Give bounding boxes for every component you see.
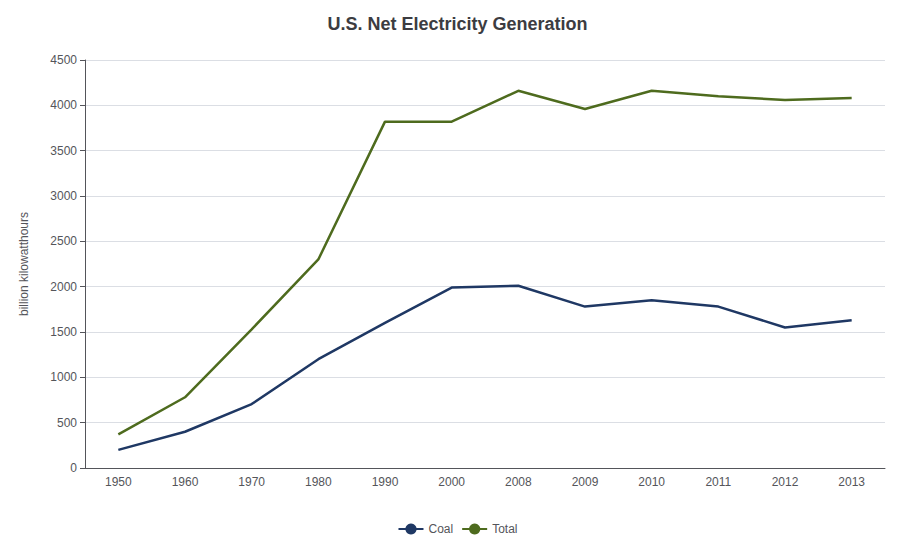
svg-text:500: 500 — [57, 416, 77, 430]
svg-text:1990: 1990 — [372, 475, 399, 489]
svg-text:Coal: Coal — [428, 522, 453, 536]
svg-text:1980: 1980 — [305, 475, 332, 489]
svg-text:2011: 2011 — [705, 475, 731, 489]
svg-text:U.S. Net Electricity Generatio: U.S. Net Electricity Generation — [327, 14, 587, 34]
svg-text:4000: 4000 — [50, 98, 77, 112]
svg-text:3000: 3000 — [50, 189, 77, 203]
svg-text:2000: 2000 — [438, 475, 465, 489]
svg-text:2012: 2012 — [772, 475, 799, 489]
svg-text:2010: 2010 — [638, 475, 665, 489]
svg-text:1500: 1500 — [50, 325, 77, 339]
svg-text:1960: 1960 — [172, 475, 199, 489]
svg-text:1000: 1000 — [50, 370, 77, 384]
svg-text:3500: 3500 — [50, 144, 77, 158]
svg-text:2008: 2008 — [505, 475, 532, 489]
svg-text:4500: 4500 — [50, 53, 77, 67]
svg-text:2009: 2009 — [572, 475, 599, 489]
svg-text:0: 0 — [70, 461, 77, 475]
svg-text:billion kilowatthours: billion kilowatthours — [17, 212, 31, 316]
svg-text:1950: 1950 — [105, 475, 132, 489]
svg-text:2500: 2500 — [50, 234, 77, 248]
svg-text:Total: Total — [492, 522, 517, 536]
svg-text:1970: 1970 — [238, 475, 265, 489]
svg-text:2000: 2000 — [50, 280, 77, 294]
svg-text:2013: 2013 — [838, 475, 865, 489]
